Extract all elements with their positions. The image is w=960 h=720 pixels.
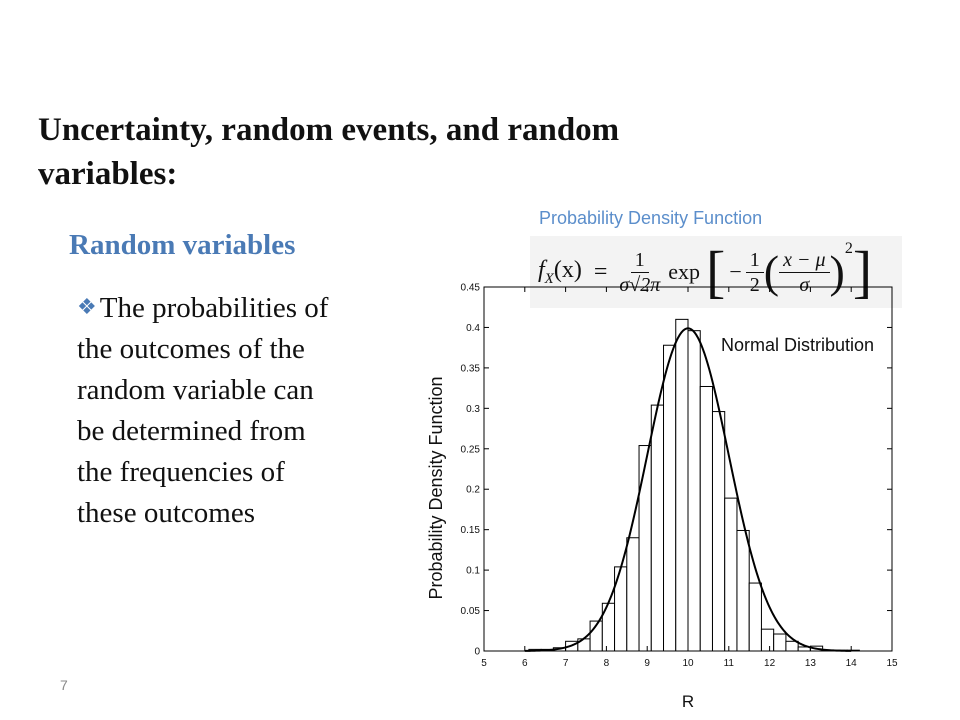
x-tick-label: 8 bbox=[604, 658, 610, 669]
histogram-bar bbox=[773, 633, 787, 652]
bullet-line: these outcomes bbox=[77, 497, 255, 529]
histogram-bar bbox=[687, 330, 701, 652]
bullet-line: random variable can bbox=[77, 374, 314, 406]
histogram-bar bbox=[711, 411, 726, 652]
formula-arg-den: σ bbox=[799, 273, 810, 296]
x-tick-label: 6 bbox=[522, 658, 528, 669]
formula-numerator: 1 bbox=[630, 248, 649, 273]
normal-curve bbox=[524, 327, 852, 652]
x-tick-label: 15 bbox=[886, 658, 898, 669]
formula-minus: − bbox=[729, 259, 742, 284]
histogram-bar bbox=[785, 640, 799, 652]
formula-equals: = bbox=[593, 258, 608, 285]
x-tick-label: 7 bbox=[563, 658, 569, 669]
formula-subscript: X bbox=[544, 270, 554, 287]
formula-arg: (x) bbox=[553, 256, 582, 283]
bullet-line: be determined from bbox=[77, 415, 306, 447]
histogram-bar bbox=[699, 385, 713, 652]
histogram-bar bbox=[675, 318, 689, 652]
formula-half-num: 1 bbox=[745, 248, 764, 273]
y-axis-label: Probability Density Function bbox=[426, 376, 446, 599]
formula-lhs: fX(x) bbox=[538, 257, 582, 288]
bullet-line: the outcomes of the bbox=[77, 333, 305, 365]
page-number: 7 bbox=[60, 677, 68, 693]
curve-label: Normal Distribution bbox=[721, 335, 874, 355]
formula-fraction: 1 σ√2π bbox=[619, 248, 660, 297]
histogram-bar bbox=[760, 628, 775, 652]
formula-denominator: σ√2π bbox=[619, 273, 661, 296]
y-tick-label: 0.3 bbox=[466, 404, 480, 415]
x-tick-label: 14 bbox=[846, 658, 858, 669]
x-axis-label: R bbox=[682, 692, 694, 711]
y-tick-label: 0.35 bbox=[461, 363, 481, 374]
histogram-bar bbox=[626, 537, 640, 652]
section-subheading: Random variables bbox=[69, 229, 296, 261]
x-tick-label: 5 bbox=[481, 658, 487, 669]
formula-argument: x − μ σ bbox=[779, 248, 830, 297]
formula-right-paren: ) bbox=[829, 246, 845, 297]
formula-exp: exp bbox=[668, 259, 700, 284]
bullet-line: ❖ The probabilities of bbox=[77, 286, 427, 329]
x-tick-label: 13 bbox=[805, 658, 817, 669]
y-tick-label: 0 bbox=[474, 647, 480, 658]
histogram-bar bbox=[638, 445, 652, 652]
y-tick-label: 0.4 bbox=[466, 323, 480, 334]
histogram-bar bbox=[724, 497, 738, 652]
y-tick-label: 0.1 bbox=[466, 566, 480, 577]
histogram-bar bbox=[748, 582, 762, 652]
formula-left-bracket: [ bbox=[706, 239, 726, 304]
diamond-bullet-icon: ❖ bbox=[77, 294, 97, 319]
formula-left-paren: ( bbox=[763, 246, 780, 297]
histogram-bar bbox=[650, 404, 665, 652]
formula-label: Probability Density Function bbox=[539, 208, 763, 228]
y-tick-label: 0.2 bbox=[466, 485, 480, 496]
pdf-formula: fX(x) = 1 σ√2π exp [ − 1 2 ( x − μ σ ) 2… bbox=[530, 236, 902, 308]
bullet-line: the frequencies of bbox=[77, 456, 285, 488]
y-tick-label: 0.05 bbox=[461, 606, 481, 617]
histogram-bars bbox=[528, 318, 860, 652]
formula-half-den: 2 bbox=[749, 273, 760, 296]
x-tick-label: 12 bbox=[764, 658, 776, 669]
histogram-bar bbox=[663, 344, 677, 652]
bullet-paragraph: ❖ The probabilities of the outcomes of th… bbox=[77, 286, 427, 534]
formula-arg-num: x − μ bbox=[779, 248, 830, 273]
formula-f: f bbox=[538, 256, 545, 283]
formula-power: 2 bbox=[844, 240, 853, 257]
x-tick-label: 11 bbox=[724, 658, 735, 669]
formula-right-bracket: ] bbox=[852, 239, 873, 304]
chart-axes: 5 6 7 8 9 10 11 12 13 14 15 0 0.05 0.1 0.15 0.2 0.25 0.3 0… bbox=[461, 283, 898, 670]
histogram-bar bbox=[736, 529, 750, 652]
y-tick-label: 0.45 bbox=[461, 283, 481, 294]
y-tick-label: 0.15 bbox=[461, 525, 481, 536]
bullet-text: The probabilities of bbox=[99, 292, 329, 324]
slide-title: Uncertainty, random events, and random v… bbox=[38, 112, 620, 192]
x-tick-label: 9 bbox=[644, 658, 650, 669]
y-tick-label: 0.25 bbox=[461, 444, 481, 455]
x-tick-label: 10 bbox=[682, 658, 694, 669]
formula-half: 1 2 bbox=[745, 248, 764, 297]
